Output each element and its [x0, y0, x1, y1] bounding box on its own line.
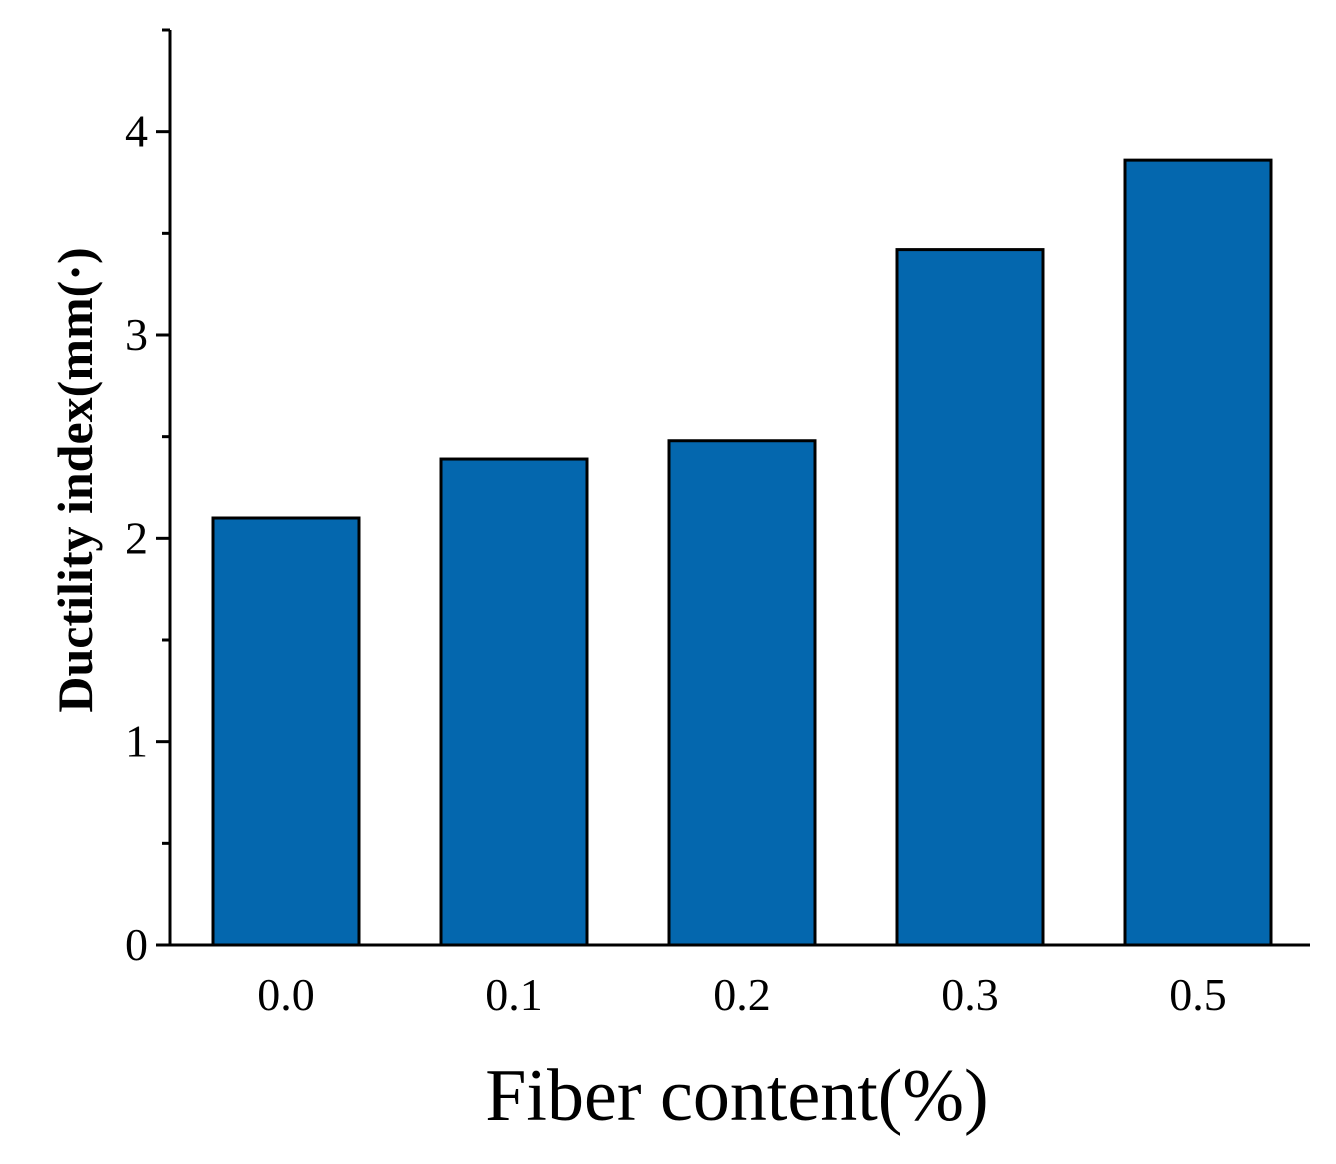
bars-layer: [211, 158, 1273, 947]
axes-layer: [168, 30, 1310, 947]
x-tick-label: 0.2: [713, 969, 771, 1020]
bar-0.1: [439, 457, 589, 947]
y-tick-label: 0: [125, 919, 148, 970]
bar-0.0: [211, 516, 361, 947]
y-axis-title: Ductility index(mm(·): [47, 247, 103, 712]
x-tick-label: 0.3: [941, 969, 999, 1020]
bar-0.5: [1123, 158, 1273, 947]
y-ticks: 0 1 2 3 4: [125, 28, 170, 970]
y-tick-label: 1: [125, 716, 148, 767]
x-tick-label: 0.0: [257, 969, 315, 1020]
bar-0.2: [667, 439, 817, 947]
x-tick-label: 0.5: [1169, 969, 1227, 1020]
y-tick-label: 3: [125, 309, 148, 360]
y-tick-label: 4: [125, 106, 148, 157]
x-tick-labels: 0.0 0.1 0.2 0.3 0.5: [257, 969, 1227, 1020]
x-tick-label: 0.1: [485, 969, 543, 1020]
y-tick-label: 2: [125, 512, 148, 563]
x-axis-title: Fiber content(%): [485, 1055, 988, 1137]
bar-0.3: [895, 248, 1045, 947]
